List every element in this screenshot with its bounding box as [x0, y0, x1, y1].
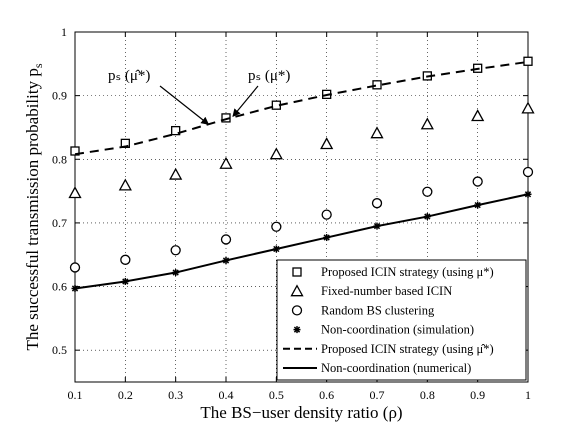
y-tick-label: 0.9 [52, 89, 67, 103]
annotation-arrow [159, 85, 210, 125]
data-point [372, 80, 382, 90]
data-point [320, 137, 334, 150]
data-point [420, 117, 434, 130]
data-point [170, 245, 181, 256]
series-line [74, 193, 529, 290]
x-tick-label: 0.2 [118, 388, 133, 402]
y-axis-title-subscript: s [31, 63, 45, 68]
annotation-arrow [232, 85, 259, 118]
plot-area [74, 31, 529, 383]
legend-item: Proposed ICIN strategy (using μ̂*) [283, 342, 494, 356]
series-2 [68, 101, 535, 199]
data-point [523, 56, 533, 66]
legend-item: Random BS clustering [291, 303, 435, 317]
y-axis-title-main: The successful transmission probability … [23, 68, 42, 350]
legend-item: Proposed ICIN strategy (using μ*) [292, 265, 494, 279]
x-tick-label: 1 [525, 388, 531, 402]
y-tick-label: 0.6 [52, 280, 67, 294]
y-axis-title: The successful transmission probability … [23, 63, 45, 350]
data-point [169, 167, 183, 180]
data-point [370, 126, 384, 139]
x-tick-label: 0.8 [420, 388, 435, 402]
data-point [219, 156, 233, 169]
legend-label: Random BS clustering [321, 303, 435, 317]
legend-box [276, 259, 527, 381]
data-point [471, 109, 485, 122]
y-tick-label: 1 [61, 25, 67, 39]
series-5 [74, 60, 529, 156]
annotation-label: pₛ (μ̂*) [108, 68, 150, 84]
series-3 [69, 166, 534, 273]
series-group [68, 56, 535, 292]
y-tick-label: 0.7 [52, 216, 67, 230]
series-line [74, 60, 529, 156]
data-point [70, 146, 80, 156]
data-point [68, 186, 82, 199]
y-tick-label: 0.8 [52, 152, 67, 166]
legend-label: Non-coordination (simulation) [321, 323, 474, 337]
data-point [118, 178, 132, 191]
x-tick-label: 0.9 [470, 388, 485, 402]
legend-marker [290, 284, 304, 297]
data-point [269, 147, 283, 160]
x-axis-title: The BS−user density ratio (ρ) [200, 403, 402, 422]
legend-item: Fixed-number based ICIN [290, 284, 452, 298]
data-point [472, 176, 483, 187]
x-tick-label: 0.5 [269, 388, 284, 402]
legend-label: Proposed ICIN strategy (using μ*) [321, 265, 494, 279]
axis-ticks: 0.1 0.2 0.3 0.4 0.5 0.6 0.7 0.8 0.9 1 0.5 0.6 0.7 0.8… [52, 25, 531, 402]
x-tick-label: 0.6 [319, 388, 334, 402]
legend-item: Non-coordination (numerical) [283, 361, 471, 375]
data-point [321, 209, 332, 220]
data-point [120, 254, 131, 265]
series-6 [74, 193, 529, 290]
x-tick-label: 0.7 [370, 388, 385, 402]
y-tick-label: 0.5 [52, 343, 67, 357]
legend: Proposed ICIN strategy (using μ*) Fixed-n… [276, 259, 527, 381]
star-arm [293, 326, 301, 333]
data-point [521, 101, 535, 114]
data-point [271, 221, 282, 232]
legend-marker [292, 267, 302, 277]
data-point [422, 186, 433, 197]
legend-marker [293, 326, 301, 334]
annotations: pₛ (μ̂*) pₛ (μ*) [108, 68, 290, 125]
x-tick-label: 0.4 [219, 388, 234, 402]
x-tick-label: 0.1 [68, 388, 83, 402]
data-point [371, 198, 383, 209]
legend-label: Fixed-number based ICIN [321, 284, 452, 298]
legend-marker [291, 305, 303, 316]
annotation-label: pₛ (μ*) [248, 68, 290, 84]
legend-label: Non-coordination (numerical) [321, 361, 471, 375]
data-point [221, 113, 231, 123]
legend-label: Proposed ICIN strategy (using μ̂*) [321, 342, 494, 356]
legend-item: Non-coordination (simulation) [293, 323, 474, 337]
x-tick-label: 0.3 [168, 388, 183, 402]
data-point [220, 234, 232, 245]
data-point [171, 125, 181, 136]
data-point [522, 166, 534, 178]
data-point [69, 262, 81, 273]
